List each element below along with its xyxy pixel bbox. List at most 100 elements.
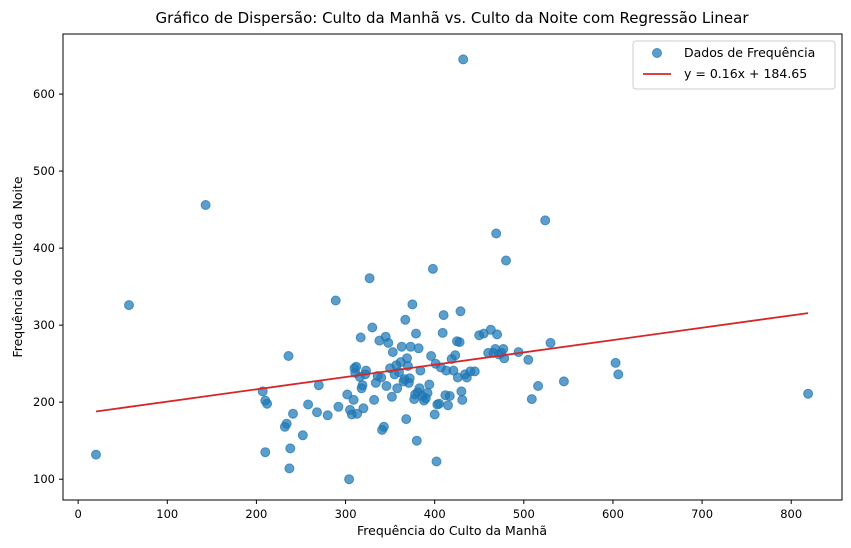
scatter-point-56: [396, 341, 407, 352]
scatter-point-93: [444, 391, 455, 401]
scatter-point-8: [281, 418, 292, 429]
scatter-point-59: [400, 314, 411, 325]
scatter-point-36: [364, 273, 375, 284]
x-tick-label-1: 100: [156, 507, 178, 521]
scatter-point-126: [545, 337, 556, 348]
scatter-point-79: [424, 379, 435, 390]
y-axis: 100 200 300 400 500 600: [33, 87, 63, 486]
scatter-point-50: [387, 347, 398, 358]
scatter-point-92: [443, 400, 453, 411]
scatter-point-18: [330, 295, 341, 306]
scatter-point-82: [429, 409, 440, 420]
scatter-point-10: [284, 463, 295, 474]
scatter-point-115: [492, 329, 503, 340]
scatter-point-15: [312, 407, 322, 418]
scatter-point-28: [352, 408, 363, 419]
scatter-point-53: [392, 383, 403, 394]
scatter-point-69: [411, 328, 421, 339]
scatter-point-27: [351, 361, 362, 372]
scatter-point-89: [438, 310, 449, 321]
scatter-point-17: [322, 410, 333, 421]
legend-label-scatter: Dados de Frequência: [684, 45, 815, 60]
y-tick-label-1: 200: [33, 395, 55, 409]
scatter-point-42: [376, 372, 387, 383]
scatter-point-114: [491, 228, 502, 239]
x-tick-label-7: 700: [691, 507, 713, 521]
scatter-point-128: [610, 357, 621, 368]
scatter-point-38: [369, 394, 380, 405]
x-tick-label-8: 800: [780, 507, 802, 521]
scatter-point-66: [407, 299, 418, 310]
scatter-point-125: [540, 215, 551, 226]
x-tick-label-0: 0: [74, 507, 81, 521]
scatter-point-35: [361, 365, 371, 376]
scatter-point-33: [358, 403, 369, 414]
legend-marker-scatter: [652, 48, 662, 58]
scatter-point-30: [355, 332, 366, 343]
scatter-point-12: [288, 408, 298, 419]
scatter-point-4: [260, 447, 271, 458]
scatter-point-99: [454, 337, 465, 348]
scatter-point-70: [411, 435, 422, 446]
y-tick-label-5: 600: [33, 87, 55, 101]
scatter-point-9: [283, 351, 294, 361]
scatter-point-81: [427, 263, 438, 274]
regression-line: [95, 312, 809, 413]
scatter-point-100: [455, 306, 466, 317]
y-tick-label-2: 300: [33, 318, 55, 332]
scatter-point-120: [501, 255, 511, 266]
scatter-point-107: [469, 366, 480, 377]
scatter-point-44: [378, 421, 389, 432]
scatter-point-0: [91, 449, 101, 460]
regression-line-layer: [95, 312, 809, 413]
scatter-point-20: [342, 389, 353, 400]
x-axis: 0 100 200 300 400 500 600 700 800: [74, 500, 802, 521]
scatter-point-60: [401, 414, 412, 425]
scatter-point-14: [303, 399, 314, 410]
scatter-point-130: [803, 388, 814, 399]
x-tick-label-3: 300: [335, 507, 357, 521]
x-tick-label-6: 600: [602, 507, 624, 521]
scatter-point-6: [262, 398, 273, 409]
scatter-point-84: [431, 456, 442, 467]
scatter-point-101: [456, 386, 467, 397]
scatter-point-123: [526, 394, 537, 405]
scatter-point-65: [405, 341, 416, 352]
y-tick-label-4: 500: [33, 164, 55, 178]
scatter-point-2: [200, 200, 211, 210]
scatter-points: [91, 54, 814, 485]
scatter-point-96: [450, 350, 461, 361]
scatter-point-13: [297, 430, 308, 441]
scatter-point-122: [523, 354, 534, 365]
scatter-point-102: [457, 394, 468, 405]
plot-area: [62, 33, 843, 501]
scatter-point-80: [426, 351, 437, 361]
scatter-point-129: [613, 369, 624, 380]
y-tick-label-3: 400: [33, 241, 55, 255]
scatter-point-11: [285, 443, 296, 454]
scatter-point-32: [357, 380, 368, 391]
x-tick-label-5: 500: [513, 507, 535, 521]
scatter-point-47: [383, 337, 394, 348]
scatter-point-37: [367, 322, 378, 333]
scatter-point-88: [437, 327, 448, 338]
scatter-point-24: [348, 394, 359, 405]
plot-frame: [62, 33, 843, 501]
scatter-point-64: [404, 373, 415, 384]
scatter-point-86: [434, 398, 445, 409]
legend-box: [632, 40, 836, 90]
scatter-point-118: [498, 344, 509, 354]
legend-label-line: y = 0.16x + 184.65: [684, 66, 807, 81]
legend: Dados de Frequência y = 0.16x + 184.65: [632, 40, 836, 90]
scatter-point-19: [333, 401, 344, 412]
x-tick-label-4: 400: [424, 507, 446, 521]
x-tick-label-2: 200: [245, 507, 267, 521]
x-axis-label: Frequência do Culto da Manhã: [357, 523, 547, 538]
scatter-point-127: [558, 376, 569, 387]
scatter-point-1: [124, 300, 134, 311]
y-axis-label: Frequência do Culto da Noite: [10, 176, 25, 357]
scatter-point-49: [386, 391, 397, 402]
chart-title: Gráfico de Dispersão: Culto da Manhã vs.…: [155, 9, 749, 27]
scatter-point-103: [458, 54, 469, 65]
